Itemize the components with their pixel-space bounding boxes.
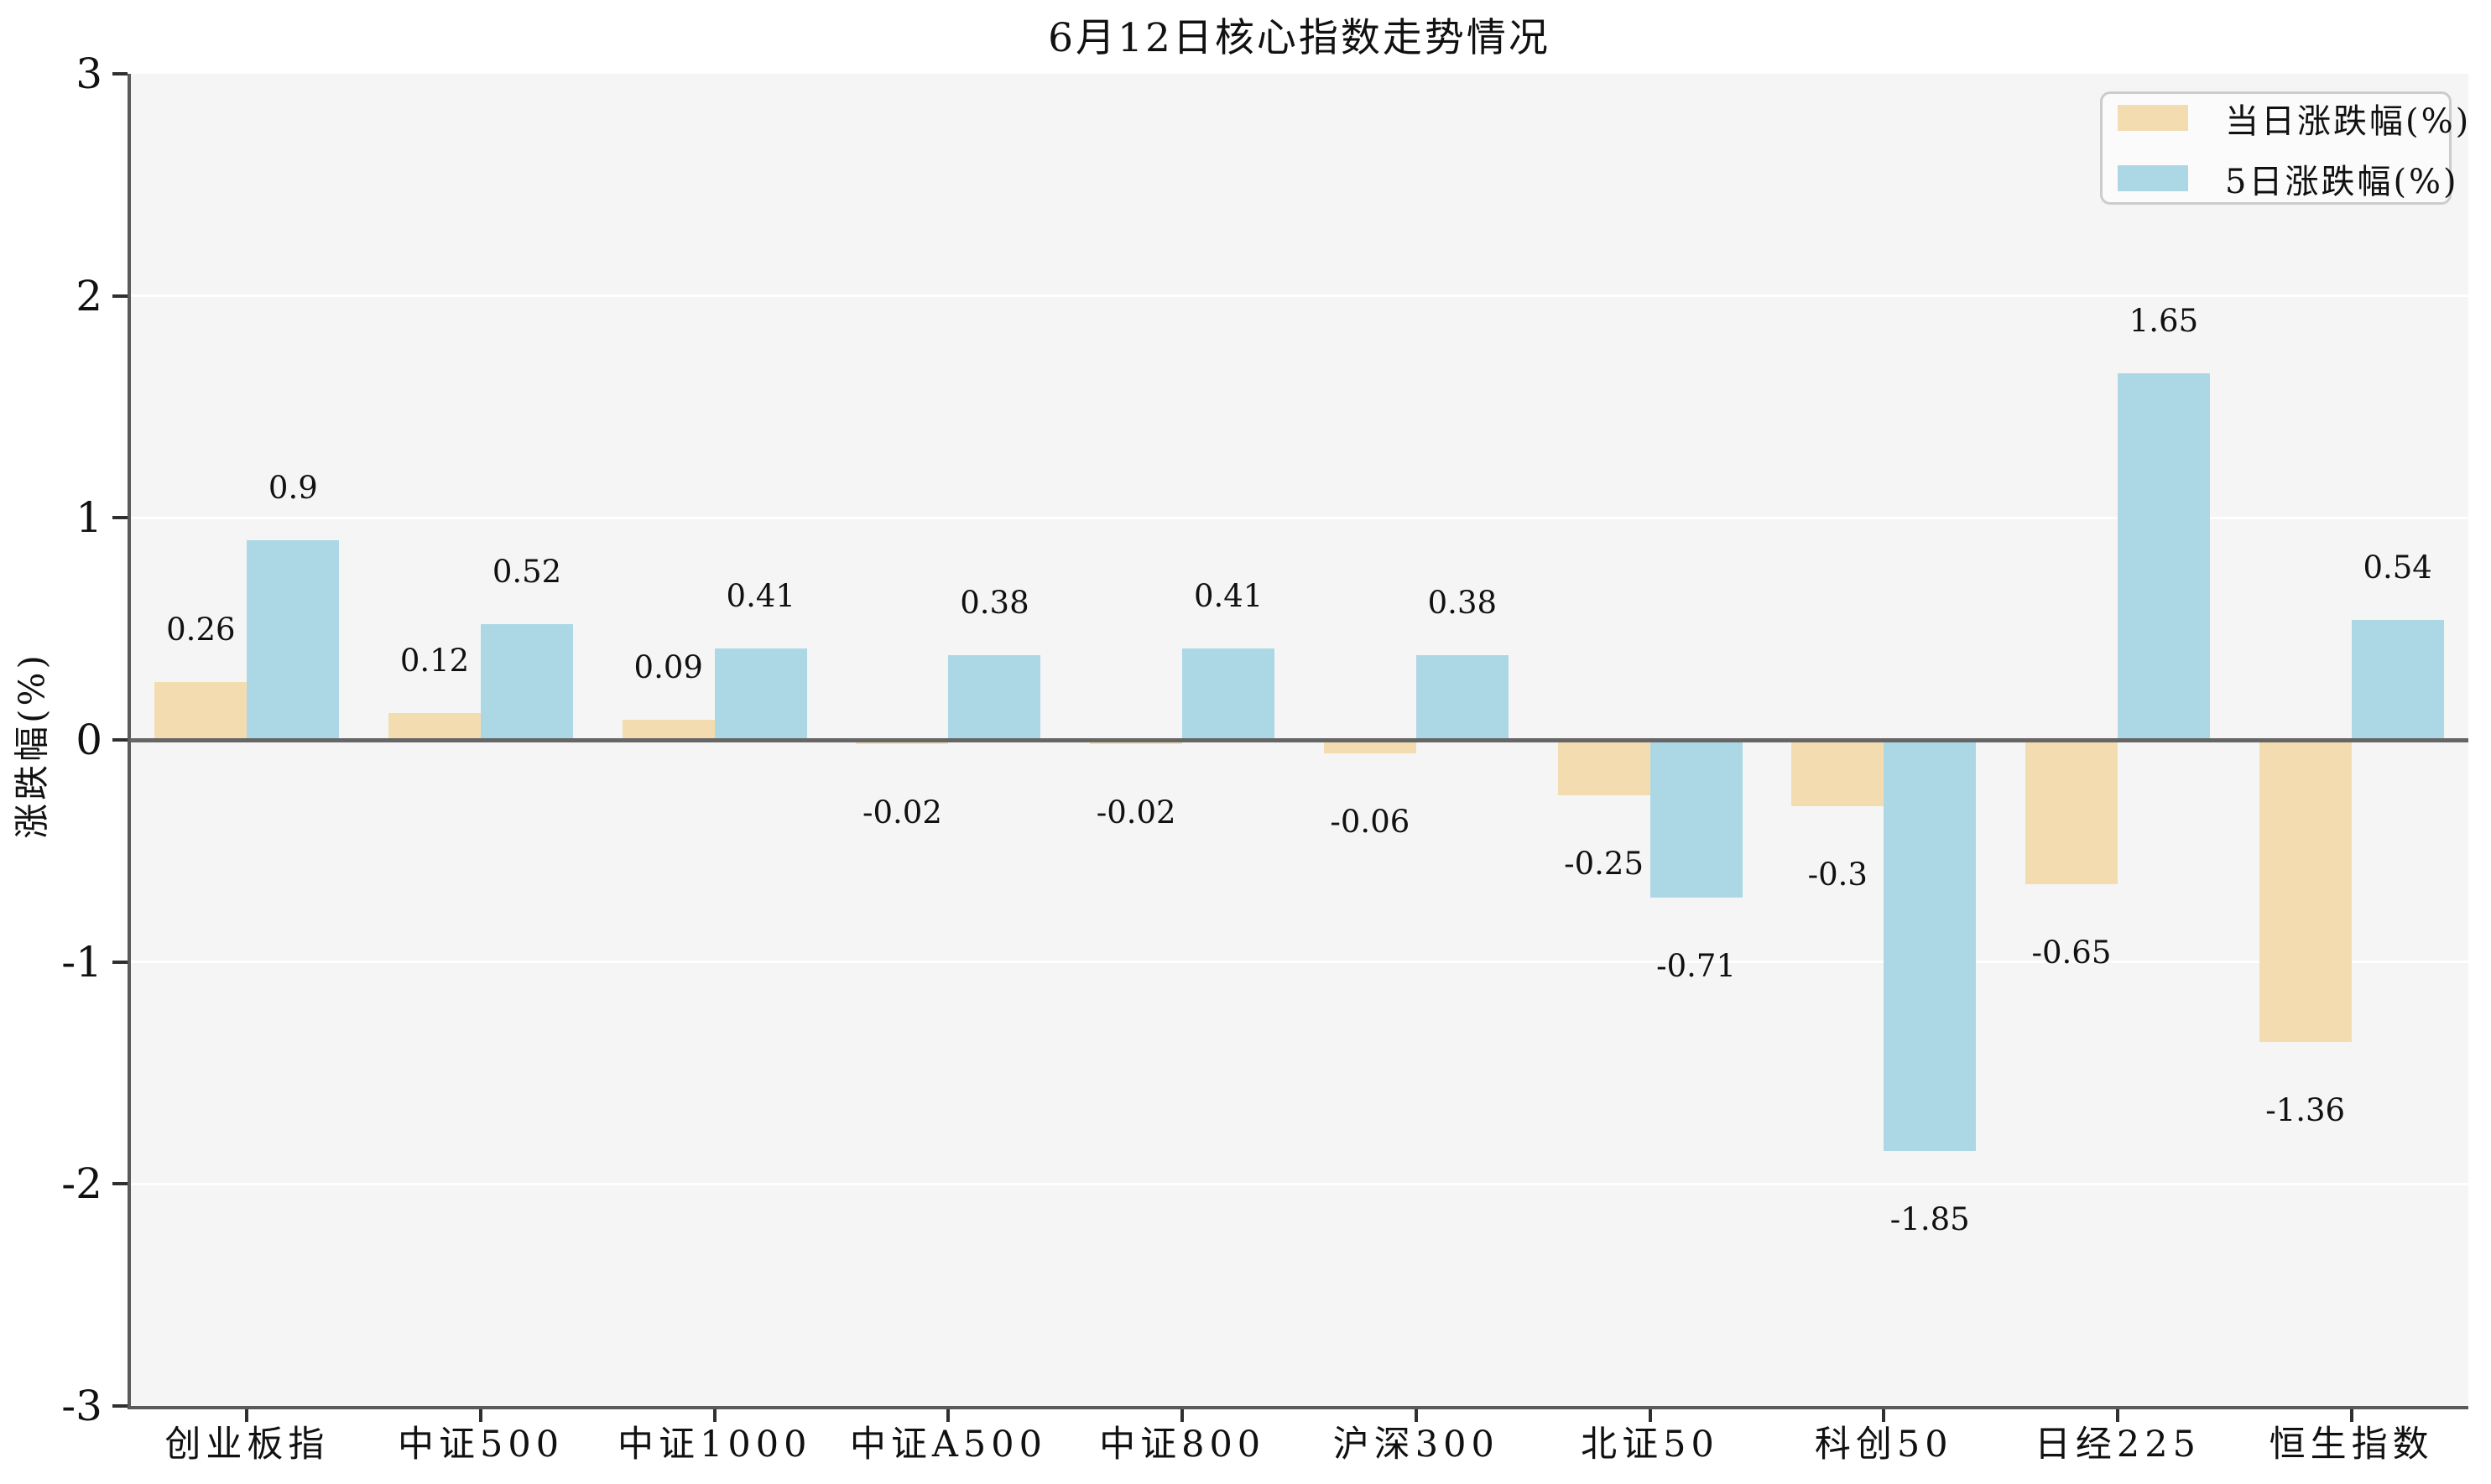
bar-value-label: -1.85	[1889, 1200, 1970, 1237]
bar-value-label: 0.41	[726, 578, 795, 615]
legend-label-5day-change: 5日涨跌幅(%)	[2225, 162, 2459, 201]
bar-value-label: 0.12	[399, 643, 470, 680]
bar-value-label: -0.06	[1330, 803, 1410, 840]
bar-5day-8	[2117, 373, 2210, 740]
legend: 当日涨跌幅(%) 5日涨跌幅(%)	[2100, 91, 2468, 205]
bar-5day-4	[1182, 648, 1275, 740]
bar-value-label: -0.71	[1656, 947, 1736, 984]
bar-daily-3	[856, 740, 949, 745]
x-tick-label: 中证1000	[618, 1424, 812, 1466]
x-tick-mark-3	[946, 1409, 951, 1422]
y-tick-label: -3	[61, 1382, 102, 1430]
bar-daily-7	[1791, 740, 1884, 807]
x-tick-label: 恒生指数	[2269, 1424, 2434, 1466]
legend-label-daily-change: 当日涨跌幅(%)	[2225, 102, 2472, 141]
y-tick-label: 2	[76, 271, 102, 320]
bar-daily-4	[1090, 740, 1183, 745]
bar-5day-1	[481, 624, 574, 740]
x-tick-label: 中证800	[1099, 1424, 1266, 1466]
bar-value-label: -1.36	[2265, 1091, 2346, 1128]
zero-baseline	[130, 737, 2468, 742]
x-tick-label: 科创50	[1814, 1424, 1953, 1466]
y-tick-mark-2	[112, 294, 128, 298]
bar-daily-8	[2025, 740, 2118, 885]
y-tick-label: 1	[76, 493, 102, 543]
bar-value-label: 0.09	[633, 649, 703, 686]
bar-value-label: 0.41	[1193, 578, 1264, 615]
x-tick-label: 中证500	[397, 1424, 565, 1466]
bar-5day-3	[948, 655, 1041, 740]
x-tick-mark-5	[1414, 1409, 1418, 1422]
x-tick-mark-8	[2115, 1409, 2119, 1422]
x-tick-label: 中证A500	[849, 1424, 1047, 1466]
y-tick-label: -1	[61, 937, 102, 987]
bar-value-label: 0.26	[166, 612, 236, 648]
x-tick-mark-1	[479, 1409, 483, 1422]
x-tick-mark-2	[712, 1409, 717, 1422]
gridline-y1	[130, 516, 2468, 519]
bar-daily-2	[622, 720, 715, 740]
gridline-y-2	[130, 1182, 2468, 1185]
bar-5day-6	[1649, 740, 1743, 898]
bar-value-label: -0.02	[1096, 794, 1176, 831]
legend-swatch-daily-change	[2118, 105, 2188, 131]
y-tick-mark--3	[112, 1404, 128, 1408]
y-tick-mark-0	[112, 738, 128, 742]
y-tick-mark--2	[112, 1182, 128, 1186]
bar-value-label: 0.9	[268, 469, 318, 506]
bar-value-label: 1.65	[2129, 303, 2199, 340]
bar-daily-6	[1557, 740, 1650, 796]
bar-daily-1	[388, 713, 482, 740]
bar-5day-2	[714, 648, 807, 740]
y-tick-label: 0	[76, 716, 102, 764]
bar-5day-9	[2351, 620, 2444, 740]
x-axis-line	[128, 1406, 2468, 1409]
legend-swatch-5day-change	[2118, 165, 2188, 191]
y-tick-mark--1	[112, 960, 128, 964]
y-tick-mark-3	[112, 72, 128, 76]
gridline-y-1	[130, 961, 2468, 964]
x-tick-mark-7	[1882, 1409, 1886, 1422]
x-tick-label: 沪深300	[1332, 1424, 1499, 1466]
bar-value-label: 0.38	[960, 585, 1029, 622]
bar-value-label: -0.25	[1564, 846, 1644, 883]
chart-title: 6月12日核心指数走势情况	[1048, 15, 1550, 61]
gridline-y2	[130, 294, 2468, 298]
y-tick-label: -2	[61, 1159, 102, 1209]
bar-daily-5	[1323, 740, 1416, 753]
y-tick-label: 3	[76, 49, 102, 98]
y-tick-mark-1	[112, 516, 128, 520]
bar-5day-7	[1884, 740, 1977, 1151]
legend-item-daily-change: 当日涨跌幅(%)	[2118, 94, 2468, 143]
x-tick-mark-4	[1180, 1409, 1185, 1422]
bar-value-label: 0.54	[2363, 549, 2432, 586]
x-tick-mark-6	[1648, 1409, 1652, 1422]
bar-daily-9	[2259, 740, 2352, 1042]
bar-value-label: -0.3	[1807, 857, 1868, 893]
x-tick-label: 日经225	[2034, 1424, 2201, 1466]
x-tick-mark-0	[245, 1409, 249, 1422]
x-tick-label: 创业板指	[164, 1424, 330, 1466]
bar-value-label: -0.02	[862, 794, 942, 831]
y-axis-line	[128, 74, 131, 1409]
bar-5day-0	[247, 539, 340, 740]
bar-value-label: 0.52	[492, 554, 562, 591]
bar-value-label: -0.65	[2031, 935, 2112, 971]
x-tick-label: 北证50	[1581, 1424, 1719, 1466]
x-tick-mark-9	[2349, 1409, 2353, 1422]
legend-item-5day-change: 5日涨跌幅(%)	[2118, 154, 2457, 203]
bar-5day-5	[1415, 655, 1509, 740]
bar-value-label: 0.38	[1427, 585, 1498, 622]
bar-daily-0	[154, 682, 248, 740]
